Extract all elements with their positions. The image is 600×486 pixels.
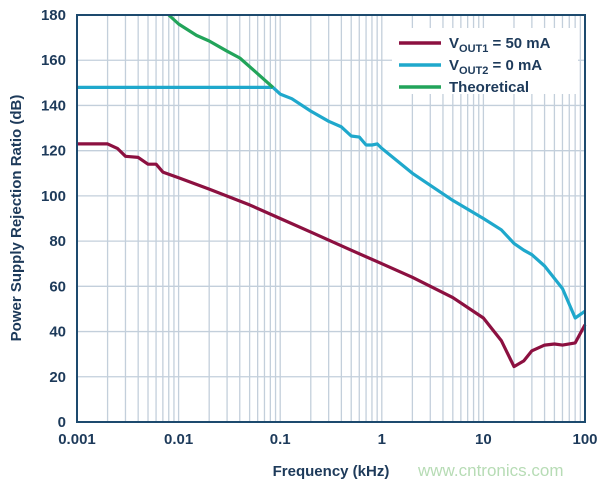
x-tick-label: 0.01 [164,431,193,448]
y-tick-label: 60 [49,278,66,295]
x-tick-label: 1 [378,431,386,448]
x-tick-label: 10 [475,431,492,448]
series-line [167,13,275,89]
y-tick-label: 80 [49,233,66,250]
y-axis-label: Power Supply Rejection Ratio (dB) [8,95,25,342]
y-tick-label: 100 [41,188,66,205]
y-tick-label: 20 [49,369,66,386]
y-tick-label: 160 [41,52,66,69]
x-axis-label: Frequency (kHz) [273,463,390,480]
y-tick-label: 180 [41,7,66,24]
series-lines [77,13,587,369]
x-tick-label: 100 [572,431,597,448]
plot-frame [76,14,586,423]
legend-label: VOUT1 = 50 mA [449,35,551,55]
series-line [77,85,586,320]
y-tick-label: 120 [41,143,66,160]
tick-labels: 0.001 0.01 0.1 1 10 100 0 20 40 60 80 100 120 140 160 1… [41,7,598,448]
watermark: www.cntronics.com [417,461,563,480]
legend-label: Theoretical [449,79,529,96]
y-tick-label: 40 [49,324,66,341]
y-tick-label: 140 [41,97,66,114]
series-line [77,142,587,369]
legend-label: VOUT2 = 0 mA [449,57,542,77]
grid [76,14,586,423]
y-tick-label: 0 [58,414,66,431]
x-tick-label: 0.001 [58,431,96,448]
x-tick-label: 0.1 [270,431,291,448]
legend-box [392,28,578,94]
